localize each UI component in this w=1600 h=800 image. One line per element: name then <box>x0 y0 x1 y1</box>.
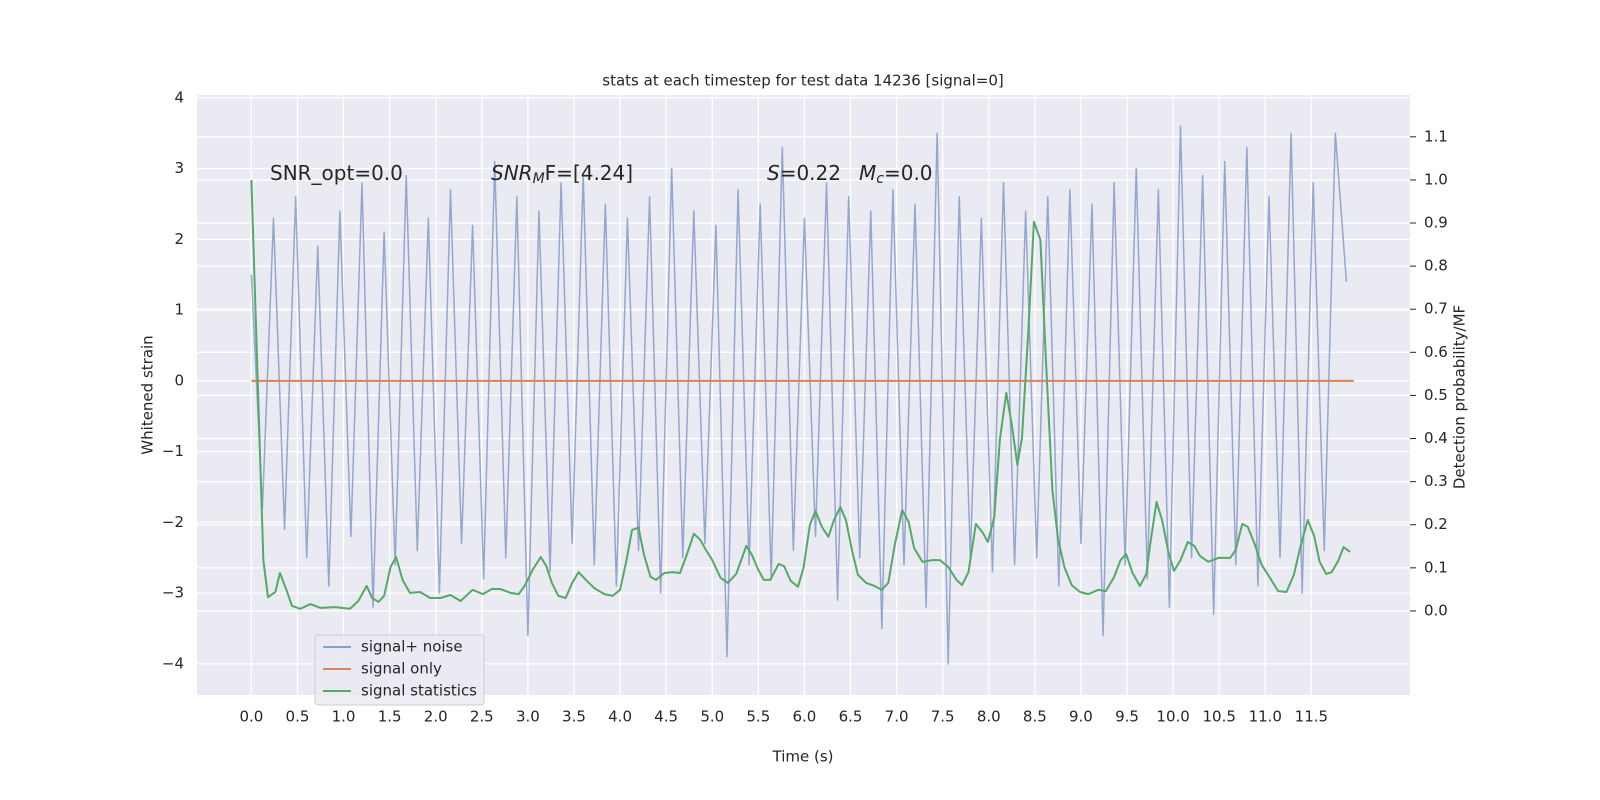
y-tick-label: 3 <box>174 159 184 177</box>
x-tick-label: 9.5 <box>1115 708 1139 726</box>
legend-label: signal+ noise <box>361 638 463 656</box>
annotation-text: SNR <box>491 161 533 185</box>
annotation-text: SNR_opt=0.0 <box>270 161 403 185</box>
annotation-text: S <box>767 161 780 185</box>
y-tick-label: 2 <box>174 230 184 248</box>
annotation-tail: =0.0 <box>884 161 933 185</box>
x-tick-label: 11.0 <box>1249 708 1282 726</box>
y-tick-label: −1 <box>162 442 184 460</box>
y2-tick-label: 0.9 <box>1424 214 1448 232</box>
annotation-tail: F=[4.24] <box>545 161 633 185</box>
x-tick-label: 1.5 <box>378 708 402 726</box>
x-tick-label: 6.0 <box>792 708 816 726</box>
x-axis-label: Time (s) <box>772 748 834 766</box>
x-tick-label: 7.0 <box>885 708 909 726</box>
x-tick-label: 9.0 <box>1069 708 1093 726</box>
annotation: SNR_opt=0.0 <box>270 161 403 185</box>
x-tick-label: 2.5 <box>470 708 494 726</box>
marks <box>250 125 1354 665</box>
x-tick-label: 4.5 <box>654 708 678 726</box>
y-tick-label: 1 <box>174 301 184 319</box>
y2-axis-label: Detection probability/MF <box>1451 305 1469 489</box>
y-tick-label: 4 <box>174 88 184 106</box>
y-axis-label: Whitened strain <box>139 335 157 454</box>
y-tick-label: 0 <box>174 371 184 389</box>
legend-label: signal only <box>361 660 442 678</box>
legend-label: signal statistics <box>361 682 477 700</box>
series-line <box>250 125 1348 665</box>
y2-tick-label: 1.1 <box>1424 127 1448 145</box>
x-tick-label: 0.0 <box>239 708 263 726</box>
x-tick-label: 3.5 <box>562 708 586 726</box>
annotation: Mc=0.0 <box>859 161 933 188</box>
series-line <box>250 179 1351 610</box>
x-tick-label: 7.5 <box>931 708 955 726</box>
x-tick-label: 10.0 <box>1156 708 1189 726</box>
y-tick-label: −2 <box>162 513 184 531</box>
annotation: S=0.22 <box>767 161 841 185</box>
y-tick-label: −4 <box>162 654 184 672</box>
y2-tick-label: 0.6 <box>1424 343 1448 361</box>
x-tick-label: 8.5 <box>1023 708 1047 726</box>
y2-tick-label: 0.4 <box>1424 429 1448 447</box>
y2-tick-label: 0.1 <box>1424 558 1448 576</box>
y2-tick-label: 1.0 <box>1424 170 1448 188</box>
y2-tick-label: 0.3 <box>1424 472 1448 490</box>
annotation-tail: =0.22 <box>780 161 841 185</box>
x-tick-label: 1.0 <box>332 708 356 726</box>
y-tick-label: −3 <box>162 584 184 602</box>
x-tick-label: 8.0 <box>977 708 1001 726</box>
chart-title: stats at each timestep for test data 142… <box>602 72 1003 90</box>
x-tick-label: 5.5 <box>746 708 770 726</box>
y2-tick-label: 0.7 <box>1424 300 1448 318</box>
x-tick-label: 2.0 <box>424 708 448 726</box>
y2-tick-label: 0.5 <box>1424 386 1448 404</box>
x-tick-label: 3.0 <box>516 708 540 726</box>
x-tick-label: 11.5 <box>1295 708 1328 726</box>
annotation-sub: M <box>533 171 545 187</box>
x-tick-label: 5.0 <box>700 708 724 726</box>
x-tick-label: 10.5 <box>1202 708 1235 726</box>
x-tick-label: 4.0 <box>608 708 632 726</box>
annotation: SNRMF=[4.24] <box>491 161 633 188</box>
legend-box <box>314 634 485 706</box>
annotation-sub: c <box>876 171 884 187</box>
y2-tick-label: 0.2 <box>1424 515 1448 533</box>
labels: 0.0 0.5 1.0 1.5 2.0 2.5 3.0 3.5 4.0 4.5 5.0 5.5 6.0 6… <box>162 88 1448 725</box>
y2-tick-label: 0.0 <box>1424 601 1448 619</box>
annotation-text: M <box>859 161 876 185</box>
x-tick-label: 6.5 <box>839 708 863 726</box>
x-tick-label: 0.5 <box>286 708 310 726</box>
y2-tick-label: 0.8 <box>1424 257 1448 275</box>
